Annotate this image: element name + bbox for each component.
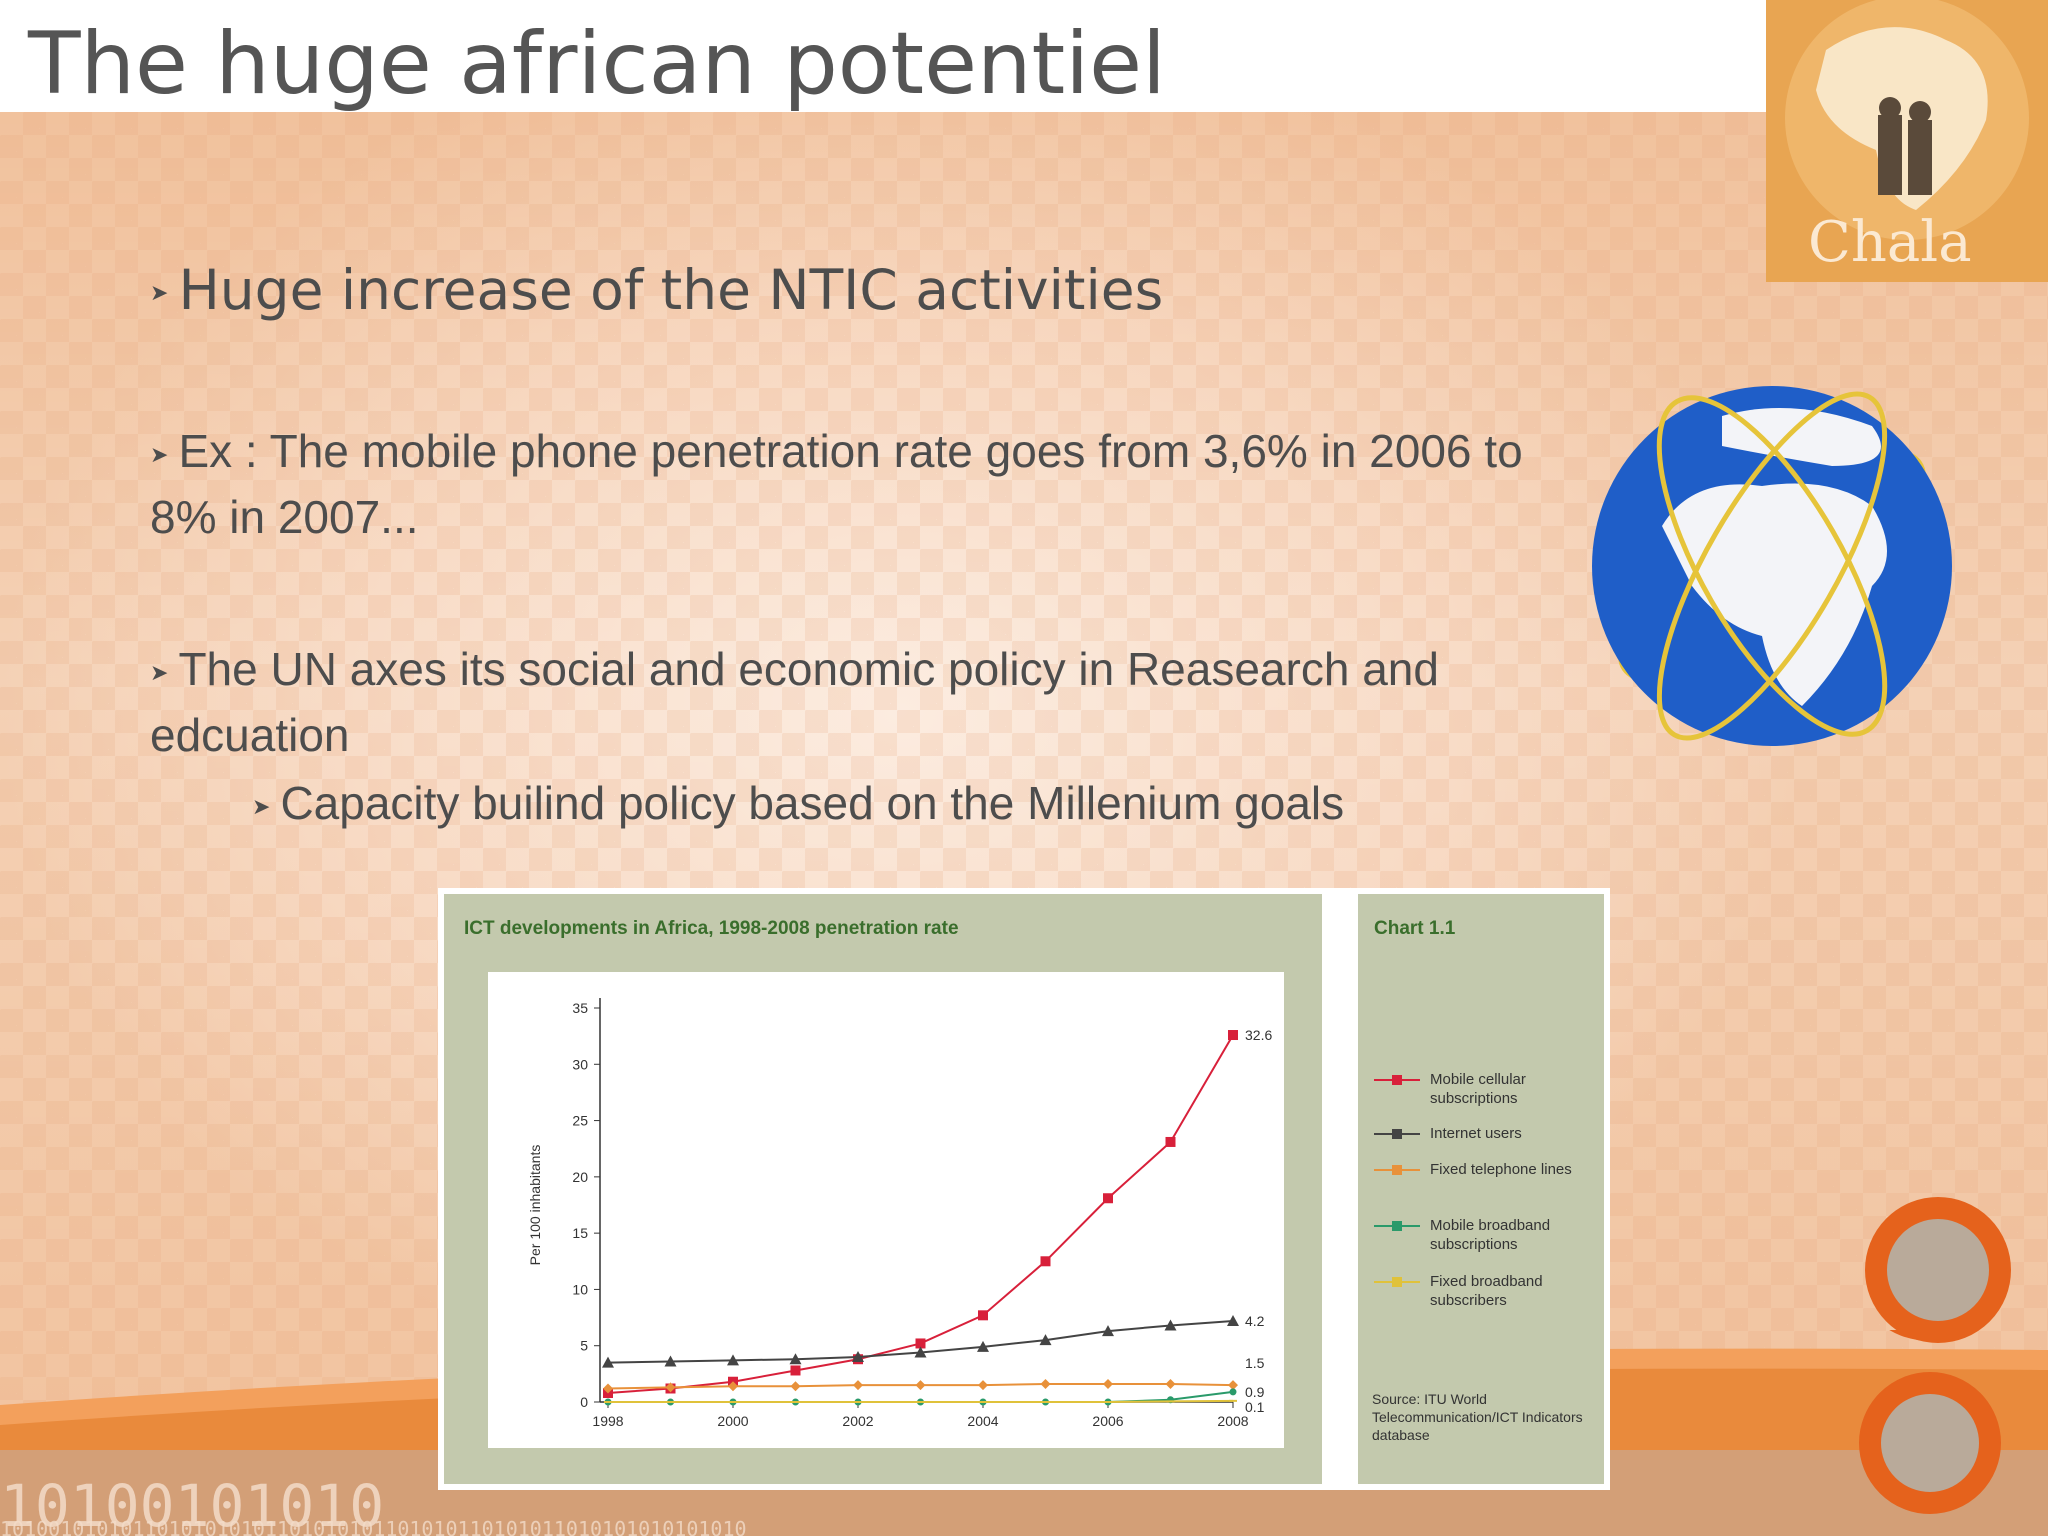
data-point — [1040, 1378, 1051, 1389]
x-tick-label: 2006 — [1092, 1413, 1123, 1429]
end-value-label: 4.2 — [1245, 1313, 1265, 1329]
chart-source: Source: ITU World Telecommunication/ICT … — [1372, 1391, 1583, 1443]
y-tick-label: 10 — [572, 1281, 588, 1297]
data-point — [852, 1350, 864, 1362]
logo-text: Chala — [1808, 210, 1972, 275]
arrowhead-icon: ➤ — [252, 793, 271, 819]
data-point — [1164, 1319, 1177, 1331]
y-tick-label: 0 — [580, 1394, 588, 1410]
bullet-1-text: Huge increase of the NTIC activities — [178, 258, 1164, 322]
svg-text:10100101010: 10100101010 — [0, 1472, 384, 1536]
data-point — [1103, 1378, 1113, 1389]
x-tick-label: 2000 — [717, 1413, 748, 1429]
data-point — [790, 1365, 801, 1376]
arrowhead-icon: ➤ — [150, 441, 169, 467]
y-tick-label: 5 — [580, 1338, 588, 1354]
data-point — [1039, 1334, 1052, 1346]
globe-icon — [1592, 386, 1952, 746]
data-point — [915, 1380, 926, 1391]
data-point — [1227, 1314, 1239, 1326]
data-point — [1165, 1136, 1176, 1147]
plot-area — [488, 972, 1284, 1448]
bullet-3-text: The UN axes its social and economic poli… — [150, 643, 1439, 761]
x-tick-label: 2004 — [967, 1413, 998, 1429]
data-point — [789, 1353, 802, 1365]
orange-ring-decoration — [1865, 1197, 2011, 1343]
legend-swatch — [1374, 1277, 1420, 1287]
y-tick-label: 30 — [572, 1056, 588, 1072]
data-point — [602, 1356, 614, 1368]
end-value-label: 1.5 — [1245, 1355, 1265, 1371]
y-tick-label: 35 — [572, 1000, 588, 1016]
data-point — [1165, 1378, 1176, 1389]
y-axis-label: Per 100 inhabitants — [527, 1145, 543, 1266]
data-point — [727, 1354, 739, 1366]
legend-label: Fixed broadband subscribers — [1430, 1273, 1543, 1309]
data-point — [1040, 1256, 1051, 1267]
chart-number: Chart 1.1 — [1374, 918, 1456, 939]
data-point — [853, 1380, 863, 1391]
data-point — [665, 1382, 676, 1393]
data-point — [790, 1381, 801, 1392]
bullet-1: ➤ Huge increase of the NTIC activities — [150, 258, 1163, 322]
chala-logo: Chala — [1766, 0, 2048, 282]
sub-bullet-1-text: Capacity builind policy based on the Mil… — [280, 777, 1345, 829]
legend-label: Mobile cellular subscriptions — [1430, 1071, 1526, 1107]
x-tick-label: 2002 — [842, 1413, 873, 1429]
data-point — [603, 1383, 613, 1394]
slide-title: The huge african potentiel — [28, 14, 1166, 114]
data-point — [978, 1380, 988, 1391]
data-point — [915, 1338, 926, 1349]
data-point — [914, 1346, 927, 1358]
ict-chart-image: ICT developments in Africa, 1998-2008 pe… — [438, 888, 1610, 1490]
arrowhead-icon: ➤ — [150, 659, 169, 685]
legend-label: Internet users — [1430, 1125, 1522, 1142]
data-point — [1228, 1380, 1238, 1391]
y-tick-label: 25 — [572, 1113, 588, 1129]
legend-swatch — [1374, 1221, 1420, 1231]
legend-panel: Chart 1.1 Source: ITU World Telecommunic… — [1358, 894, 1604, 1484]
data-point — [1103, 1193, 1113, 1204]
end-value-label: 0.9 — [1245, 1384, 1265, 1400]
arrowhead-icon: ➤ — [150, 281, 169, 307]
sub-bullet-1: ➤ Capacity builind policy based on the Mi… — [252, 776, 1344, 830]
end-value-label: 32.6 — [1245, 1027, 1272, 1043]
chart-panel: ICT developments in Africa, 1998-2008 pe… — [444, 894, 1322, 1484]
legend-label: Fixed telephone lines — [1430, 1161, 1572, 1178]
bullet-2-text: Ex : The mobile phone penetration rate g… — [150, 425, 1523, 543]
title-bar — [0, 0, 1766, 112]
legend-label: Mobile broadband subscriptions — [1430, 1217, 1551, 1253]
bullet-2: ➤ Ex : The mobile phone penetration rate … — [150, 420, 1550, 548]
data-point — [978, 1310, 988, 1321]
y-tick-label: 20 — [572, 1169, 588, 1185]
data-point — [1102, 1325, 1114, 1337]
data-point — [1229, 1388, 1237, 1396]
chart-title: ICT developments in Africa, 1998-2008 pe… — [464, 918, 959, 939]
bullet-3: ➤ The UN axes its social and economic pol… — [150, 638, 1550, 766]
end-value-label: 0.1 — [1245, 1399, 1265, 1415]
legend-swatch — [1374, 1129, 1420, 1139]
data-point — [664, 1355, 677, 1367]
legend-swatch — [1374, 1165, 1420, 1175]
legend-swatch — [1374, 1075, 1420, 1085]
svg-text:101001010101101010101011010101: 1010010101011010101010110101010110101011… — [0, 1517, 747, 1536]
line-chart: 0 5 10 15 20 25 30 35 1998 2000 2002 2004 2006 2008 Pe… — [488, 972, 1284, 1448]
y-tick-label: 15 — [572, 1225, 588, 1241]
x-tick-label: 1998 — [592, 1413, 623, 1429]
data-point — [1228, 1030, 1238, 1041]
data-point — [977, 1340, 989, 1352]
x-tick-label: 2008 — [1217, 1413, 1248, 1429]
data-point — [728, 1381, 738, 1392]
